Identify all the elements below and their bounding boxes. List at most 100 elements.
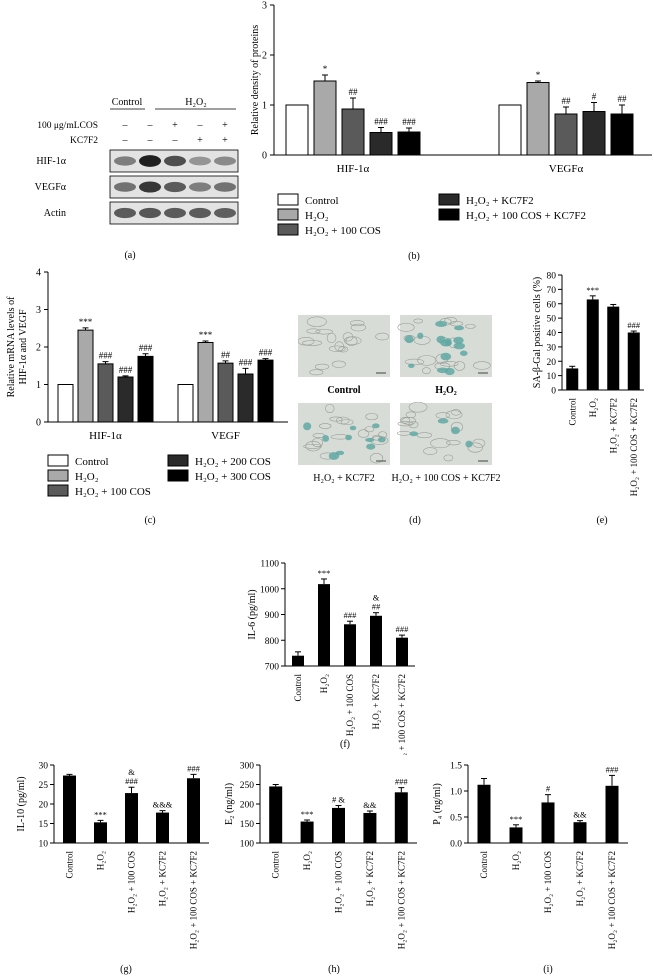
cell-outline: [305, 440, 322, 452]
bar-1-4: [610, 113, 634, 156]
bar-0-3: [369, 132, 393, 156]
sig-mark-1-4: ##: [618, 94, 628, 104]
y-tick-label-0: 0: [262, 151, 267, 162]
blot-sign-kc-4: +: [222, 135, 228, 146]
y-tick-label-0: 0.0: [450, 840, 462, 850]
bar-0-4: [397, 131, 421, 156]
stained-cell: [435, 320, 448, 328]
panel-label-a: (a): [124, 250, 135, 261]
bar-4: [396, 637, 408, 666]
stained-cell: [349, 425, 357, 431]
cell-outline: [331, 360, 346, 368]
cell-outline: [446, 440, 461, 446]
legend-label-1: H₂O₂: [305, 210, 329, 222]
bar-1: [509, 827, 523, 843]
cell-outline: [314, 363, 330, 370]
blot-sign-kc-1: –: [147, 135, 154, 146]
category-label-4: H₂O₂ + 100 COS + KC7F2: [397, 674, 407, 755]
blot-band-1-0: [114, 182, 136, 192]
blot-band-label-0: HIF-1α: [36, 156, 66, 167]
cell-outline: [340, 419, 354, 426]
blot-band-label-1: VEGFα: [35, 182, 67, 193]
blot-row-cos-label: 100 μg/mLCOS: [37, 121, 98, 131]
cell-outline: [439, 361, 459, 367]
cell-outline: [405, 411, 417, 419]
y-axis-label-line2: HIF-1α and VEGF: [18, 309, 29, 384]
blot-band-2-3: [189, 207, 211, 219]
legend-label-4: H₂O₂ + 300 COS: [195, 471, 271, 483]
blot-band-2-2: [164, 207, 186, 219]
blot-sign-cos-4: +: [222, 120, 228, 131]
sig-mark-1-2: ##: [221, 350, 231, 360]
blot-sign-kc-3: +: [197, 135, 203, 146]
legend-swatch-2: [277, 223, 299, 236]
cell-outline: [309, 369, 324, 376]
micrograph-label-0: Control: [327, 385, 360, 396]
cell-outline: [472, 438, 486, 448]
panel-label-f: (f): [340, 739, 350, 750]
y-tick-label-2: 900: [265, 611, 280, 621]
panel-label-b: (b): [408, 251, 420, 262]
cell-outline: [349, 320, 365, 327]
sig-mark-3-0: ###: [627, 320, 641, 330]
bar-4: [187, 778, 200, 843]
y-tick-label-1: 800: [265, 637, 280, 647]
blot-sign-kc-2: –: [172, 135, 179, 146]
cell-outline: [364, 426, 375, 433]
y-axis-label: SA-β-Gal positive cells (%): [532, 277, 543, 388]
legend-swatch-3: [167, 454, 189, 467]
y-tick-label-3: 3: [36, 305, 41, 316]
y-tick-label-2: 2: [262, 51, 267, 62]
bar-0-1: [313, 80, 337, 156]
sig-mark-4-0: ###: [606, 764, 620, 774]
blot-sign-cos-0: –: [122, 120, 129, 131]
legend-label-0: Control: [305, 195, 339, 207]
sig-mark-2-0: #: [546, 784, 551, 794]
bar-1-3: [582, 111, 606, 156]
y-tick-label-3: 1000: [260, 585, 279, 595]
micrograph-2: [298, 403, 390, 465]
cell-outline: [430, 438, 451, 449]
category-label-0: Control: [567, 398, 577, 426]
chart-i-p4: 0.0 0.5 1.0 1.5 Control *** H₂O₂ # H₂O₂ + 100 CO…: [432, 762, 628, 975]
category-label-4: H₂O₂ + 100 COS + KC7F2: [607, 851, 617, 949]
blot-bands: HIF-1α VEGFα Actin: [35, 149, 239, 225]
category-label-0: HIF-1α: [89, 430, 122, 442]
cell-outline: [400, 416, 411, 424]
cell-outline: [329, 416, 343, 422]
y-tick-label-3: 30: [547, 343, 557, 353]
category-label-1: VEGF: [211, 430, 240, 442]
y-tick-label-4: 4: [36, 268, 41, 279]
sig-mark-0-3: ###: [374, 117, 388, 127]
y-tick-label-1: 1: [36, 380, 41, 391]
y-axis-label: IL-6 (pg/ml): [247, 589, 258, 639]
micrograph-label-1: H₂O₂: [435, 385, 457, 396]
cell-outline: [408, 421, 419, 429]
bar-3: [370, 615, 382, 666]
sig-mark-4-0: ###: [187, 763, 201, 773]
category-label-3: H₂O₂ + KC7F2: [371, 674, 381, 729]
stained-cell: [345, 434, 352, 441]
category-label-3: H₂O₂ + KC7F2: [365, 851, 375, 906]
stained-cell: [451, 426, 460, 435]
chart-e-sa-beta-gal: 0 10 20 30 40 50 60 70 80 Control *** H₂O₂ H₂O₂ + KC…: [532, 272, 644, 526]
bar-3: [573, 822, 587, 843]
bar-3: [627, 332, 640, 390]
bar-2: [541, 802, 555, 843]
category-label-2: H₂O₂ + KC7F2: [608, 398, 618, 453]
y-tick-label-0: 700: [265, 663, 280, 673]
cell-outline: [465, 324, 476, 329]
y-axis-label-line1: Relative mRNA levels of: [6, 296, 17, 397]
bar-4: [394, 792, 408, 843]
sig-mark-2-0: &: [128, 767, 135, 777]
bar-2: [344, 624, 356, 666]
stained-cell: [444, 367, 455, 376]
blot-band-0-3: [189, 156, 211, 166]
bar-0: [477, 784, 491, 843]
sig-mark-4-0: ###: [396, 624, 410, 634]
cell-outline: [467, 442, 483, 453]
sig-mark-0-4: ###: [402, 117, 416, 127]
blot-band-2-0: [114, 207, 136, 219]
stained-cell: [440, 339, 452, 347]
